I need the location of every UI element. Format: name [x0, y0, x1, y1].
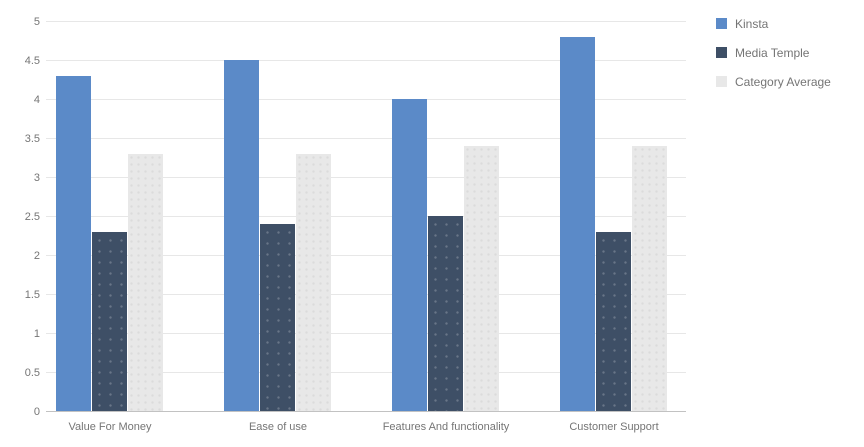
y-axis-tick-label: 1: [33, 328, 40, 340]
bar-media-temple[interactable]: [428, 216, 463, 411]
gridline: [46, 294, 686, 295]
y-axis-tick-label: 4.5: [24, 55, 40, 67]
gridline: [46, 60, 686, 61]
gridline: [46, 255, 686, 256]
bar-media-temple[interactable]: [92, 232, 127, 411]
gridline: [46, 177, 686, 178]
bar-category-average[interactable]: [632, 146, 667, 411]
y-axis-tick-label: 0: [33, 406, 40, 418]
y-axis-tick-label: 5: [33, 16, 40, 28]
bar-media-temple[interactable]: [260, 224, 295, 411]
gridline: [46, 99, 686, 100]
gridline: [46, 372, 686, 373]
legend-swatch-icon: [716, 18, 727, 29]
legend-item-category-average[interactable]: Category Average: [716, 74, 831, 89]
y-axis-tick-label: 0.5: [24, 367, 40, 379]
x-axis-category-label: Features And functionality: [382, 421, 510, 433]
x-axis-baseline: [46, 411, 686, 412]
legend: Kinsta Media Temple Category Average: [716, 17, 831, 104]
gridline: [46, 138, 686, 139]
y-axis-tick-label: 1.5: [24, 289, 40, 301]
x-axis-category-label: Value For Money: [68, 421, 152, 433]
bar-kinsta[interactable]: [56, 76, 91, 411]
x-axis-category-label: Ease of use: [248, 421, 308, 433]
y-axis-tick-label: 2.5: [24, 211, 40, 223]
bar-kinsta[interactable]: [560, 37, 595, 411]
y-axis-tick-label: 4: [33, 94, 40, 106]
bar-kinsta[interactable]: [392, 99, 427, 411]
y-axis-tick-label: 3: [33, 172, 40, 184]
legend-swatch-icon: [716, 76, 727, 87]
y-axis-tick-label: 3.5: [24, 133, 40, 145]
legend-label: Media Temple: [735, 45, 810, 60]
bar-category-average[interactable]: [464, 146, 499, 411]
legend-label: Category Average: [735, 74, 831, 89]
gridline: [46, 21, 686, 22]
x-axis-category-label: Customer Support: [569, 421, 659, 433]
gridline: [46, 216, 686, 217]
plot-area: [46, 21, 686, 412]
bar-media-temple[interactable]: [596, 232, 631, 411]
bar-kinsta[interactable]: [224, 60, 259, 411]
gridline: [46, 333, 686, 334]
legend-item-kinsta[interactable]: Kinsta: [716, 16, 831, 31]
bar-category-average[interactable]: [128, 154, 163, 411]
legend-swatch-icon: [716, 47, 727, 58]
legend-label: Kinsta: [735, 16, 769, 31]
y-axis-tick-label: 2: [33, 250, 40, 262]
legend-item-media-temple[interactable]: Media Temple: [716, 45, 831, 60]
bar-category-average[interactable]: [296, 154, 331, 411]
